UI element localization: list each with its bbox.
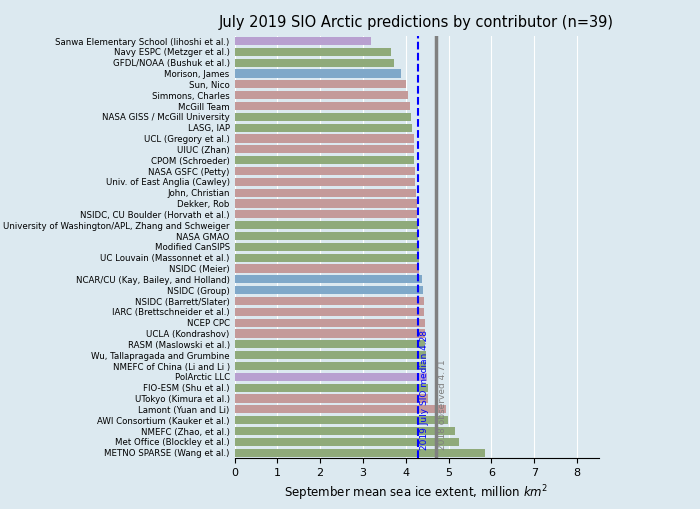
- Title: July 2019 SIO Arctic predictions by contributor (n=39): July 2019 SIO Arctic predictions by cont…: [219, 15, 614, 31]
- Bar: [234, 351, 426, 359]
- Bar: [234, 156, 414, 164]
- Bar: [234, 438, 459, 446]
- Bar: [234, 341, 426, 349]
- Bar: [234, 253, 419, 262]
- Bar: [234, 167, 415, 175]
- Bar: [234, 286, 423, 294]
- Bar: [234, 145, 414, 153]
- Bar: [234, 70, 400, 77]
- Bar: [234, 319, 425, 327]
- Bar: [234, 134, 414, 143]
- Bar: [234, 91, 408, 99]
- Bar: [234, 189, 416, 197]
- Bar: [234, 200, 416, 208]
- Bar: [234, 37, 371, 45]
- Bar: [234, 275, 422, 284]
- Bar: [234, 265, 419, 273]
- Bar: [234, 405, 447, 413]
- Bar: [234, 113, 411, 121]
- Bar: [234, 59, 394, 67]
- Bar: [234, 448, 485, 457]
- Bar: [234, 297, 424, 305]
- Bar: [234, 384, 428, 392]
- Bar: [234, 329, 425, 337]
- Text: 2019 July SIO median 4.28: 2019 July SIO median 4.28: [420, 330, 429, 449]
- Bar: [234, 232, 418, 240]
- Bar: [234, 427, 455, 435]
- Bar: [234, 243, 419, 251]
- Bar: [234, 80, 406, 89]
- Bar: [234, 48, 391, 56]
- Text: 2018 observed 4.71: 2018 observed 4.71: [438, 359, 447, 449]
- Bar: [234, 124, 412, 132]
- Bar: [234, 102, 410, 110]
- X-axis label: September mean sea ice extent, million $km^2$: September mean sea ice extent, million $…: [284, 484, 549, 503]
- Bar: [234, 362, 426, 370]
- Bar: [234, 416, 448, 424]
- Bar: [234, 221, 418, 229]
- Bar: [234, 210, 417, 218]
- Bar: [234, 394, 428, 403]
- Bar: [234, 373, 427, 381]
- Bar: [234, 178, 415, 186]
- Bar: [234, 308, 424, 316]
